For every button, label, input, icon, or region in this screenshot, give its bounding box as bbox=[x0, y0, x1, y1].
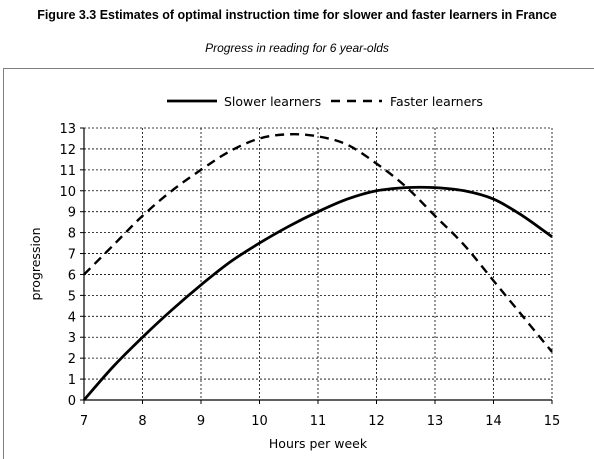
y-tick-label-13: 13 bbox=[59, 122, 76, 137]
figure-subtitle: Progress in reading for 6 year-olds bbox=[205, 41, 389, 55]
y-tick-label-8: 8 bbox=[68, 227, 76, 242]
y-tick-label-12: 12 bbox=[59, 143, 76, 158]
x-tick-label-9: 9 bbox=[197, 414, 205, 429]
x-tick-label-15: 15 bbox=[544, 414, 561, 429]
y-tick-label-7: 7 bbox=[68, 248, 76, 263]
x-tick-label-13: 13 bbox=[427, 414, 444, 429]
figure-title: Figure 3.3 Estimates of optimal instruct… bbox=[37, 8, 557, 22]
series-line-slower-learners bbox=[82, 185, 553, 401]
y-tick-label-9: 9 bbox=[68, 206, 76, 221]
x-tick-label-12: 12 bbox=[368, 414, 385, 429]
chart-frame: 0 1 2 3 4 5 6 7 8 9 10 11 12 13 7 8 9 10 11 12 13 14 15 Hours p… bbox=[3, 68, 594, 459]
y-tick-label-0: 0 bbox=[68, 394, 76, 409]
y-axis-title: progression bbox=[28, 227, 43, 300]
x-tick-label-8: 8 bbox=[138, 414, 146, 429]
legend-label-faster-learners: Faster learners bbox=[390, 94, 483, 109]
x-tick-label-10: 10 bbox=[251, 414, 268, 429]
legend-label-slower-learners: Slower learners bbox=[224, 94, 321, 109]
y-tick-label-4: 4 bbox=[68, 310, 76, 325]
y-tick-label-11: 11 bbox=[59, 164, 76, 179]
y-tick-label-1: 1 bbox=[68, 373, 76, 388]
series-line-faster-learners bbox=[83, 133, 553, 353]
x-axis-title: Hours per week bbox=[269, 436, 368, 451]
x-tick-label-11: 11 bbox=[310, 414, 327, 429]
y-tick-label-5: 5 bbox=[68, 289, 76, 304]
x-tick-label-14: 14 bbox=[485, 414, 502, 429]
y-tick-label-6: 6 bbox=[68, 268, 76, 283]
y-tick-label-10: 10 bbox=[59, 185, 76, 200]
y-tick-label-2: 2 bbox=[68, 352, 76, 367]
x-tick-label-7: 7 bbox=[80, 414, 88, 429]
y-tick-label-3: 3 bbox=[68, 331, 76, 346]
